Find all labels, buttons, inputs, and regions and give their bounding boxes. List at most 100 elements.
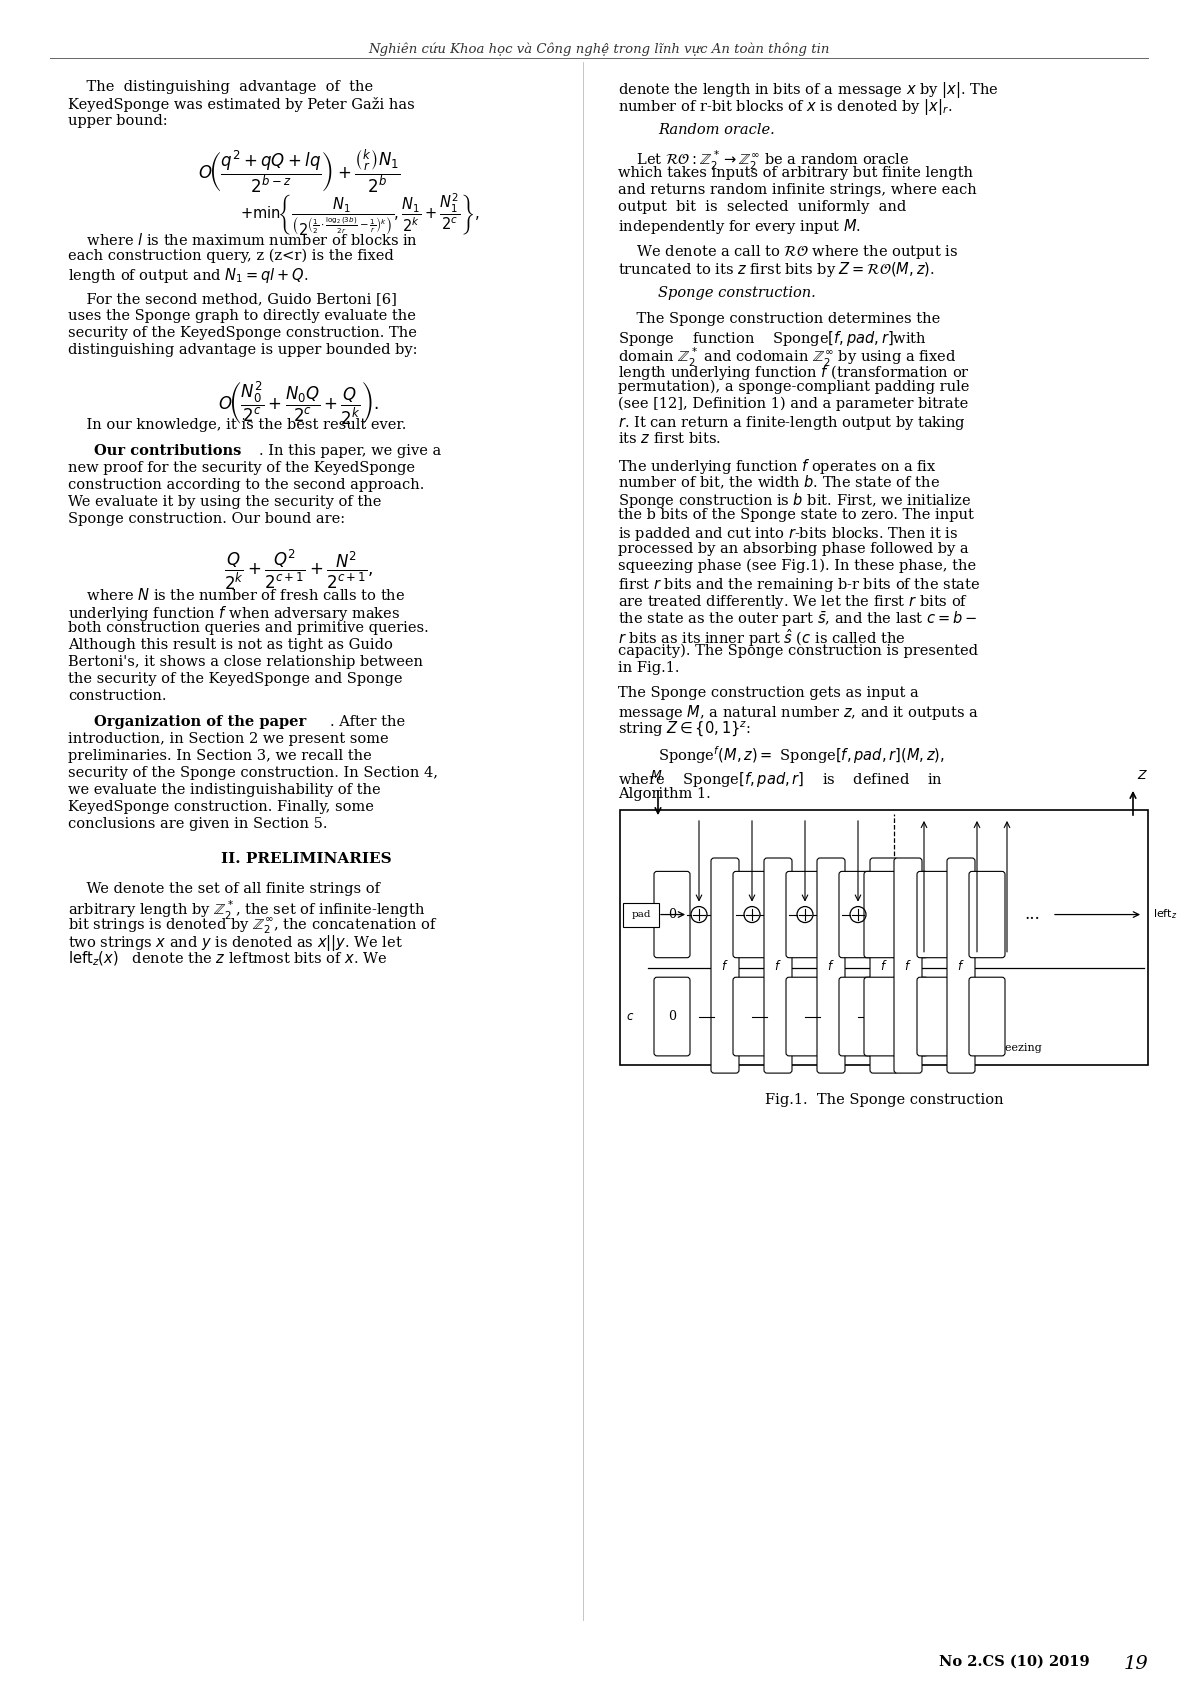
Text: Our contributions: Our contributions bbox=[93, 444, 241, 457]
Text: the state as the outer part $\bar{s}$, and the last $c = b -$: the state as the outer part $\bar{s}$, a… bbox=[618, 609, 978, 630]
Text: We evaluate it by using the security of the: We evaluate it by using the security of … bbox=[68, 495, 381, 510]
Text: independently for every input $M$.: independently for every input $M$. bbox=[618, 218, 861, 236]
Text: output  bit  is  selected  uniformly  and: output bit is selected uniformly and bbox=[618, 199, 906, 214]
Text: The Sponge construction gets as input a: The Sponge construction gets as input a bbox=[618, 685, 919, 701]
Text: Organization of the paper: Organization of the paper bbox=[93, 716, 307, 729]
FancyBboxPatch shape bbox=[733, 871, 769, 957]
Text: The  distinguishing  advantage  of  the: The distinguishing advantage of the bbox=[68, 79, 373, 95]
Text: 0: 0 bbox=[668, 1009, 676, 1023]
FancyBboxPatch shape bbox=[969, 871, 1005, 957]
Text: security of the KeyedSponge construction. The: security of the KeyedSponge construction… bbox=[68, 326, 417, 339]
Text: message $M$, a natural number $z$, and it outputs a: message $M$, a natural number $z$, and i… bbox=[618, 702, 979, 722]
FancyBboxPatch shape bbox=[654, 871, 690, 957]
FancyBboxPatch shape bbox=[864, 977, 900, 1057]
Text: capacity). The Sponge construction is presented: capacity). The Sponge construction is pr… bbox=[618, 645, 978, 658]
Text: conclusions are given in Section 5.: conclusions are given in Section 5. bbox=[68, 817, 327, 830]
Text: We denote the set of all finite strings of: We denote the set of all finite strings … bbox=[68, 883, 380, 896]
Text: $r$: $r$ bbox=[627, 908, 634, 922]
Text: Random oracle.: Random oracle. bbox=[658, 123, 775, 137]
Text: $f$: $f$ bbox=[904, 959, 912, 972]
FancyBboxPatch shape bbox=[654, 977, 690, 1057]
FancyBboxPatch shape bbox=[817, 858, 845, 1074]
Text: construction.: construction. bbox=[68, 689, 167, 702]
FancyBboxPatch shape bbox=[893, 871, 928, 957]
Text: $r$. It can return a finite-length output by taking: $r$. It can return a finite-length outpu… bbox=[618, 414, 966, 432]
FancyBboxPatch shape bbox=[916, 977, 952, 1057]
Text: underlying function $f$ when adversary makes: underlying function $f$ when adversary m… bbox=[68, 604, 400, 623]
Text: $O\!\left(\dfrac{N_0^2}{2^c} + \dfrac{N_0 Q}{2^c} + \dfrac{Q}{2^k}\right).$: $O\!\left(\dfrac{N_0^2}{2^c} + \dfrac{N_… bbox=[218, 380, 380, 427]
Text: $f$: $f$ bbox=[827, 959, 835, 972]
Text: 0: 0 bbox=[668, 908, 676, 922]
Text: denote the length in bits of a message $x$ by $|x|$. The: denote the length in bits of a message $… bbox=[618, 79, 998, 100]
Text: $Z$: $Z$ bbox=[1137, 770, 1148, 782]
Bar bbox=[621, 810, 1148, 1065]
Text: $\dfrac{Q}{2^k} + \dfrac{Q^2}{2^{c+1}} + \dfrac{N^2}{2^{c+1}},$: $\dfrac{Q}{2^k} + \dfrac{Q^2}{2^{c+1}} +… bbox=[224, 549, 374, 592]
Text: the security of the KeyedSponge and Sponge: the security of the KeyedSponge and Spon… bbox=[68, 672, 403, 685]
Text: security of the Sponge construction. In Section 4,: security of the Sponge construction. In … bbox=[68, 766, 438, 780]
Text: Sponge construction. Our bound are:: Sponge construction. Our bound are: bbox=[68, 511, 345, 527]
Text: first $r$ bits and the remaining b-r bits of the state: first $r$ bits and the remaining b-r bit… bbox=[618, 576, 980, 594]
FancyBboxPatch shape bbox=[870, 858, 898, 1074]
Text: $M$: $M$ bbox=[651, 770, 662, 782]
FancyBboxPatch shape bbox=[764, 858, 792, 1074]
FancyBboxPatch shape bbox=[893, 977, 928, 1057]
Text: Sponge$^f(M,z) =$ Sponge$[f,pad,r](M,z),$: Sponge$^f(M,z) =$ Sponge$[f,pad,r](M,z),… bbox=[658, 744, 945, 766]
Text: permutation), a sponge-compliant padding rule: permutation), a sponge-compliant padding… bbox=[618, 380, 969, 395]
FancyBboxPatch shape bbox=[864, 871, 900, 957]
Text: We denote a call to $\mathcal{RO}$ where the output is: We denote a call to $\mathcal{RO}$ where… bbox=[618, 243, 958, 262]
Text: Sponge    function    Sponge$[f, pad, r]$with: Sponge function Sponge$[f, pad, r]$with bbox=[618, 329, 927, 348]
Text: Sponge construction is $b$ bit. First, we initialize: Sponge construction is $b$ bit. First, w… bbox=[618, 491, 972, 510]
Text: upper bound:: upper bound: bbox=[68, 115, 168, 128]
Text: For the second method, Guido Bertoni [6]: For the second method, Guido Bertoni [6] bbox=[68, 292, 397, 306]
Text: $f$: $f$ bbox=[881, 959, 888, 972]
FancyBboxPatch shape bbox=[839, 871, 875, 957]
Text: KeyedSponge construction. Finally, some: KeyedSponge construction. Finally, some bbox=[68, 800, 374, 814]
Text: length of output and $N_1 = ql + Q$.: length of output and $N_1 = ql + Q$. bbox=[68, 267, 308, 285]
Text: is padded and cut into $r$-bits blocks. Then it is: is padded and cut into $r$-bits blocks. … bbox=[618, 525, 958, 544]
Text: its $z$ first bits.: its $z$ first bits. bbox=[618, 430, 721, 446]
Text: ...: ... bbox=[1024, 906, 1040, 923]
Text: where $l$ is the maximum number of blocks in: where $l$ is the maximum number of block… bbox=[68, 231, 418, 248]
Text: uses the Sponge graph to directly evaluate the: uses the Sponge graph to directly evalua… bbox=[68, 309, 416, 322]
Text: where    Sponge$[f, pad, r]$    is    defined    in: where Sponge$[f, pad, r]$ is defined in bbox=[618, 770, 943, 788]
Text: Fig.1.  The Sponge construction: Fig.1. The Sponge construction bbox=[764, 1094, 1003, 1107]
Text: which takes inputs of arbitrary but finite length: which takes inputs of arbitrary but fini… bbox=[618, 165, 973, 181]
Text: arbitrary length by $\mathbb{Z}_2^*$, the set of infinite-length: arbitrary length by $\mathbb{Z}_2^*$, th… bbox=[68, 900, 425, 922]
Text: Algorithm 1.: Algorithm 1. bbox=[618, 787, 710, 802]
Text: The Sponge construction determines the: The Sponge construction determines the bbox=[618, 312, 940, 326]
Text: $f$: $f$ bbox=[957, 959, 964, 972]
Text: Sponge construction.: Sponge construction. bbox=[658, 285, 816, 300]
Text: $\mathrm{left}_z(x)$   denote the $z$ leftmost bits of $x$. We: $\mathrm{left}_z(x)$ denote the $z$ left… bbox=[68, 950, 387, 969]
FancyBboxPatch shape bbox=[733, 977, 769, 1057]
Text: $f$: $f$ bbox=[774, 959, 782, 972]
Text: processed by an absorbing phase followed by a: processed by an absorbing phase followed… bbox=[618, 542, 969, 555]
Text: II. PRELIMINARIES: II. PRELIMINARIES bbox=[220, 852, 392, 866]
Text: squeezing phase (see Fig.1). In these phase, the: squeezing phase (see Fig.1). In these ph… bbox=[618, 559, 976, 574]
Text: we evaluate the indistinguishability of the: we evaluate the indistinguishability of … bbox=[68, 783, 381, 797]
Text: Nghiên cứu Khoa học và Công nghệ trong lĩnh vực An toàn thông tin: Nghiên cứu Khoa học và Công nghệ trong l… bbox=[368, 42, 830, 56]
Text: bit strings is denoted by $\mathbb{Z}_2^\infty$, the concatenation of: bit strings is denoted by $\mathbb{Z}_2^… bbox=[68, 917, 437, 935]
Text: KeyedSponge was estimated by Peter Gaži has: KeyedSponge was estimated by Peter Gaži … bbox=[68, 96, 415, 111]
Text: (see [12], Definition 1) and a parameter bitrate: (see [12], Definition 1) and a parameter… bbox=[618, 397, 968, 412]
Text: number of r-bit blocks of $x$ is denoted by $|x|_r$.: number of r-bit blocks of $x$ is denoted… bbox=[618, 96, 952, 116]
Text: number of bit, the width $b$. The state of the: number of bit, the width $b$. The state … bbox=[618, 474, 940, 491]
Text: 19: 19 bbox=[1124, 1654, 1148, 1673]
Text: each construction query, z (z<r) is the fixed: each construction query, z (z<r) is the … bbox=[68, 250, 394, 263]
Text: two strings $x$ and $y$ is denoted as $x||y$. We let: two strings $x$ and $y$ is denoted as $x… bbox=[68, 933, 403, 954]
Text: $r$ bits as its inner part $\hat{s}$ ($c$ is called the: $r$ bits as its inner part $\hat{s}$ ($c… bbox=[618, 626, 906, 648]
Text: domain $\mathbb{Z}_2^*$ and codomain $\mathbb{Z}_2^\infty$ by using a fixed: domain $\mathbb{Z}_2^*$ and codomain $\m… bbox=[618, 346, 956, 370]
Text: $c$: $c$ bbox=[627, 1009, 634, 1023]
Text: new proof for the security of the KeyedSponge: new proof for the security of the KeyedS… bbox=[68, 461, 415, 474]
Text: in Fig.1.: in Fig.1. bbox=[618, 662, 679, 675]
Text: Bertoni's, it shows a close relationship between: Bertoni's, it shows a close relationship… bbox=[68, 655, 423, 668]
FancyBboxPatch shape bbox=[623, 903, 659, 927]
Text: No 2.CS (10) 2019: No 2.CS (10) 2019 bbox=[939, 1654, 1100, 1669]
FancyBboxPatch shape bbox=[894, 858, 922, 1074]
FancyBboxPatch shape bbox=[839, 977, 875, 1057]
Text: In our knowledge, it is the best result ever.: In our knowledge, it is the best result … bbox=[68, 419, 406, 432]
Text: introduction, in Section 2 we present some: introduction, in Section 2 we present so… bbox=[68, 733, 388, 746]
FancyBboxPatch shape bbox=[916, 871, 952, 957]
Text: are treated differently. We let the first $r$ bits of: are treated differently. We let the firs… bbox=[618, 592, 968, 611]
Text: construction according to the second approach.: construction according to the second app… bbox=[68, 478, 424, 491]
FancyBboxPatch shape bbox=[786, 977, 822, 1057]
